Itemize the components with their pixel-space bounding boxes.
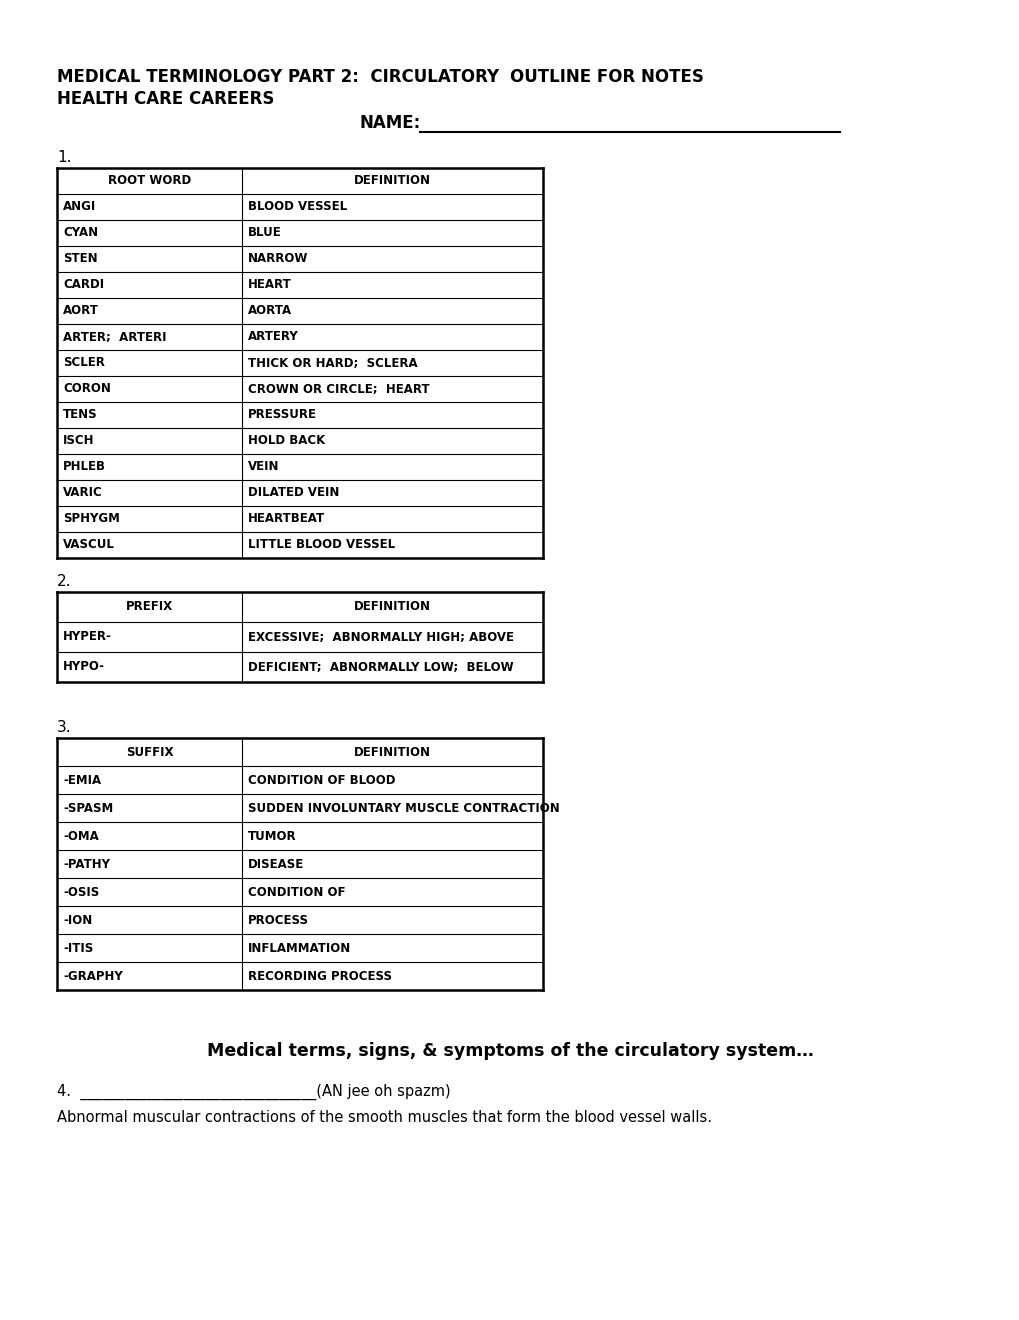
- Text: DEFINITION: DEFINITION: [354, 174, 431, 187]
- Text: HOLD BACK: HOLD BACK: [248, 434, 325, 447]
- Text: NARROW: NARROW: [248, 252, 308, 265]
- Text: Medical terms, signs, & symptoms of the circulatory system…: Medical terms, signs, & symptoms of the …: [207, 1041, 812, 1060]
- Text: OUTLINE FOR NOTES: OUTLINE FOR NOTES: [510, 69, 703, 86]
- Text: SPHYGM: SPHYGM: [63, 512, 120, 525]
- Text: NAME:: NAME:: [360, 114, 421, 132]
- Text: TENS: TENS: [63, 408, 98, 421]
- Text: CARDI: CARDI: [63, 279, 104, 292]
- Text: CORON: CORON: [63, 383, 111, 396]
- Text: SUFFIX: SUFFIX: [125, 746, 173, 759]
- Text: 4.  ________________________________(AN jee oh spazm): 4. ________________________________(AN j…: [57, 1084, 450, 1100]
- Text: CYAN: CYAN: [63, 227, 98, 239]
- Text: ANGI: ANGI: [63, 201, 96, 214]
- Text: HYPER-: HYPER-: [63, 631, 112, 644]
- Text: LITTLE BLOOD VESSEL: LITTLE BLOOD VESSEL: [248, 539, 394, 552]
- Text: DILATED VEIN: DILATED VEIN: [248, 487, 339, 499]
- Text: 1.: 1.: [57, 150, 71, 165]
- Text: PHLEB: PHLEB: [63, 461, 106, 474]
- Text: VARIC: VARIC: [63, 487, 103, 499]
- Text: HYPO-: HYPO-: [63, 660, 105, 673]
- Text: -PATHY: -PATHY: [63, 858, 110, 870]
- Text: -OMA: -OMA: [63, 829, 99, 842]
- Text: -SPASM: -SPASM: [63, 801, 113, 814]
- Text: DEFINITION: DEFINITION: [354, 746, 431, 759]
- Text: DEFINITION: DEFINITION: [354, 601, 431, 614]
- Text: -GRAPHY: -GRAPHY: [63, 969, 122, 982]
- Text: ARTERY: ARTERY: [248, 330, 299, 343]
- Text: -EMIA: -EMIA: [63, 774, 101, 787]
- Text: 2.: 2.: [57, 574, 71, 589]
- Text: ARTER;  ARTERI: ARTER; ARTERI: [63, 330, 166, 343]
- Text: Abnormal muscular contractions of the smooth muscles that form the blood vessel : Abnormal muscular contractions of the sm…: [57, 1110, 711, 1125]
- Text: SUDDEN INVOLUNTARY MUSCLE CONTRACTION: SUDDEN INVOLUNTARY MUSCLE CONTRACTION: [248, 801, 559, 814]
- Text: EXCESSIVE;  ABNORMALLY HIGH; ABOVE: EXCESSIVE; ABNORMALLY HIGH; ABOVE: [248, 631, 514, 644]
- Text: THICK OR HARD;  SCLERA: THICK OR HARD; SCLERA: [248, 356, 417, 370]
- Text: PROCESS: PROCESS: [248, 913, 309, 927]
- Text: HEALTH CARE CAREERS: HEALTH CARE CAREERS: [57, 90, 274, 108]
- Text: MEDICAL TERMINOLOGY PART 2:  CIRCULATORY: MEDICAL TERMINOLOGY PART 2: CIRCULATORY: [57, 69, 498, 86]
- Text: TUMOR: TUMOR: [248, 829, 297, 842]
- Text: RECORDING PROCESS: RECORDING PROCESS: [248, 969, 391, 982]
- Text: AORTA: AORTA: [248, 305, 291, 318]
- Text: PRESSURE: PRESSURE: [248, 408, 317, 421]
- Text: -ION: -ION: [63, 913, 92, 927]
- Text: DISEASE: DISEASE: [248, 858, 304, 870]
- Text: PREFIX: PREFIX: [125, 601, 173, 614]
- Text: BLOOD VESSEL: BLOOD VESSEL: [248, 201, 346, 214]
- Text: HEART: HEART: [248, 279, 291, 292]
- Text: VEIN: VEIN: [248, 461, 279, 474]
- Text: STEN: STEN: [63, 252, 98, 265]
- Text: DEFICIENT;  ABNORMALLY LOW;  BELOW: DEFICIENT; ABNORMALLY LOW; BELOW: [248, 660, 514, 673]
- Text: INFLAMMATION: INFLAMMATION: [248, 941, 351, 954]
- Text: CROWN OR CIRCLE;  HEART: CROWN OR CIRCLE; HEART: [248, 383, 429, 396]
- Text: VASCUL: VASCUL: [63, 539, 115, 552]
- Text: 3.: 3.: [57, 719, 71, 735]
- Text: CONDITION OF: CONDITION OF: [248, 886, 345, 899]
- Text: AORT: AORT: [63, 305, 99, 318]
- Text: ROOT WORD: ROOT WORD: [108, 174, 191, 187]
- Text: CONDITION OF BLOOD: CONDITION OF BLOOD: [248, 774, 395, 787]
- Text: BLUE: BLUE: [248, 227, 281, 239]
- Text: -ITIS: -ITIS: [63, 941, 93, 954]
- Text: ISCH: ISCH: [63, 434, 95, 447]
- Text: -OSIS: -OSIS: [63, 886, 99, 899]
- Text: SCLER: SCLER: [63, 356, 105, 370]
- Text: HEARTBEAT: HEARTBEAT: [248, 512, 325, 525]
